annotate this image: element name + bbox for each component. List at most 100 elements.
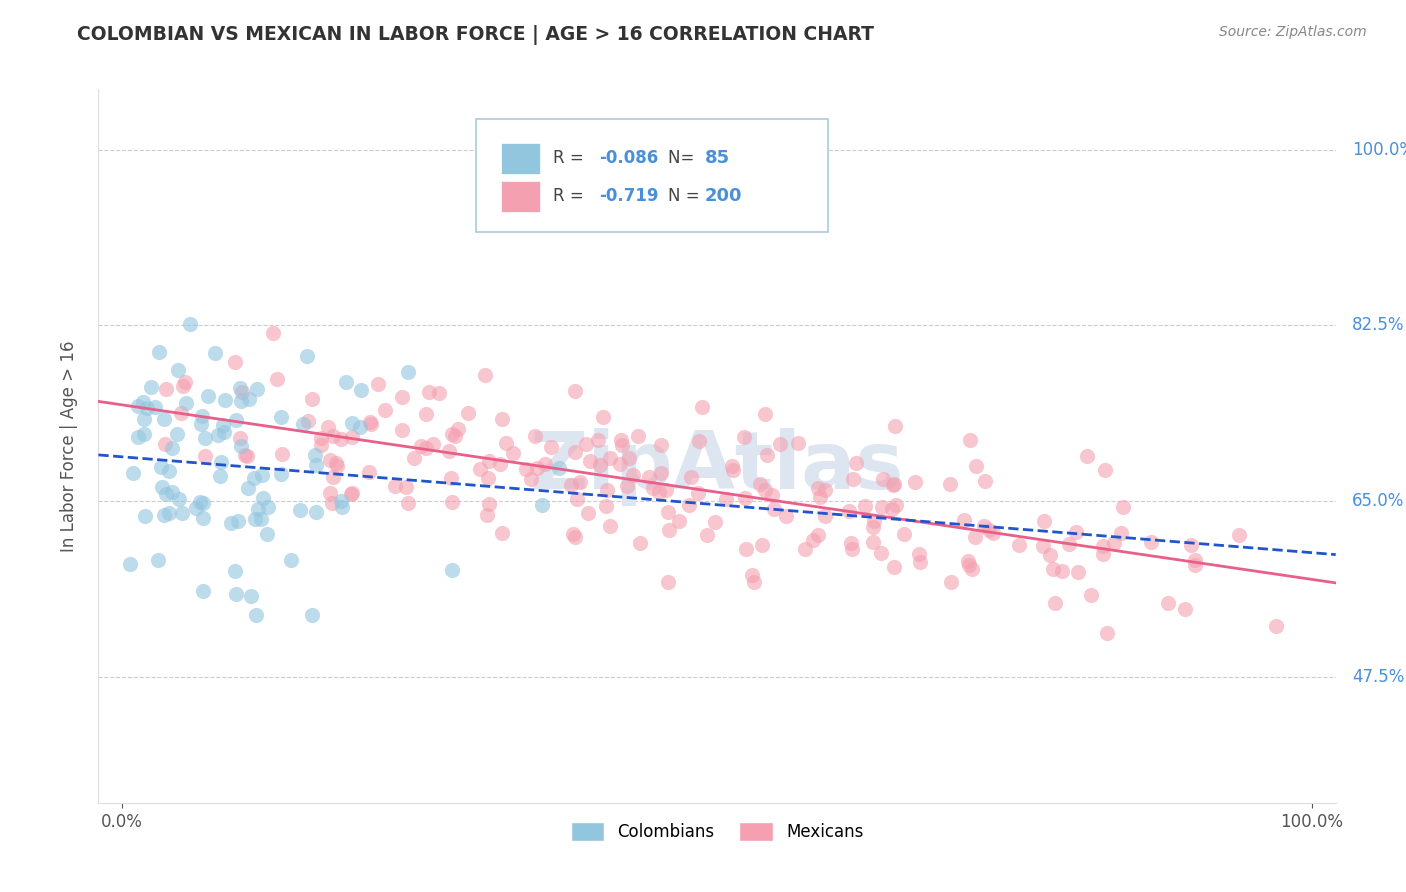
Point — [238, 392, 260, 406]
Point — [155, 382, 177, 396]
Point — [734, 541, 756, 556]
Point — [981, 525, 1004, 540]
Point — [749, 477, 772, 491]
Point — [599, 451, 621, 466]
Point — [349, 420, 371, 434]
Point — [415, 441, 437, 455]
Point — [1097, 625, 1119, 640]
Point — [149, 459, 172, 474]
Point — [305, 458, 328, 472]
Point — [621, 468, 644, 483]
Point — [444, 429, 467, 443]
Point — [478, 453, 501, 467]
Point — [658, 523, 681, 537]
Point — [616, 479, 638, 493]
Point — [569, 475, 592, 489]
Point — [628, 535, 651, 549]
Point — [415, 407, 437, 421]
Point — [197, 389, 219, 403]
Point — [329, 494, 352, 508]
Text: ZipAtlas: ZipAtlas — [530, 428, 904, 507]
Point — [893, 526, 915, 541]
Point — [588, 433, 610, 447]
Point — [238, 481, 260, 495]
Point — [229, 394, 252, 409]
Point — [292, 417, 315, 431]
Point — [863, 514, 886, 528]
Point — [579, 454, 602, 468]
Point — [245, 607, 267, 622]
Point — [249, 512, 271, 526]
Point — [814, 483, 837, 497]
Point — [883, 560, 905, 574]
Point — [839, 536, 862, 550]
Point — [304, 448, 326, 462]
Point — [157, 506, 180, 520]
Point — [907, 547, 929, 561]
Point — [297, 414, 319, 428]
Point — [304, 505, 326, 519]
Point — [609, 433, 631, 447]
Point — [1112, 500, 1135, 514]
Point — [1059, 537, 1081, 551]
Point — [330, 500, 353, 514]
Point — [441, 494, 464, 508]
Point — [256, 500, 278, 514]
Point — [186, 501, 208, 516]
Point — [204, 346, 226, 360]
Text: 65.0%: 65.0% — [1351, 492, 1405, 510]
Point — [190, 417, 212, 431]
Point — [169, 492, 191, 507]
Point — [678, 498, 700, 512]
Point — [136, 401, 159, 415]
Point — [394, 480, 416, 494]
Point — [564, 384, 586, 398]
Point — [211, 418, 233, 433]
Point — [316, 419, 339, 434]
Point — [643, 481, 665, 495]
Point — [427, 386, 450, 401]
Point — [120, 558, 142, 572]
Point — [335, 375, 357, 389]
Point — [565, 491, 588, 506]
Text: 100.0%: 100.0% — [1351, 141, 1406, 159]
Point — [1109, 525, 1132, 540]
Point — [883, 419, 905, 434]
Point — [170, 406, 193, 420]
Point — [441, 563, 464, 577]
Point — [751, 537, 773, 551]
Point — [225, 587, 247, 601]
Point — [402, 451, 425, 466]
Point — [627, 429, 650, 443]
Point — [172, 379, 194, 393]
Point — [340, 485, 363, 500]
Point — [1080, 588, 1102, 602]
Point — [1102, 536, 1125, 550]
Point — [475, 508, 498, 522]
Point — [1067, 565, 1090, 579]
Point — [153, 508, 176, 522]
Point — [193, 496, 215, 510]
Point — [754, 407, 776, 421]
Point — [246, 382, 269, 396]
Point — [391, 423, 413, 437]
Point — [239, 589, 262, 603]
Text: 85: 85 — [704, 150, 730, 168]
Point — [301, 392, 323, 406]
Point — [530, 498, 553, 512]
Point — [869, 546, 891, 560]
Point — [242, 471, 264, 485]
Point — [688, 434, 710, 448]
Point — [173, 375, 195, 389]
Point — [959, 434, 981, 448]
Point — [250, 467, 273, 482]
Point — [256, 526, 278, 541]
Point — [957, 554, 980, 568]
Point — [882, 478, 904, 492]
Point — [657, 505, 679, 519]
Point — [477, 497, 499, 511]
Text: N =: N = — [668, 187, 704, 205]
Point — [166, 427, 188, 442]
Point — [340, 417, 363, 431]
Point — [357, 465, 380, 479]
